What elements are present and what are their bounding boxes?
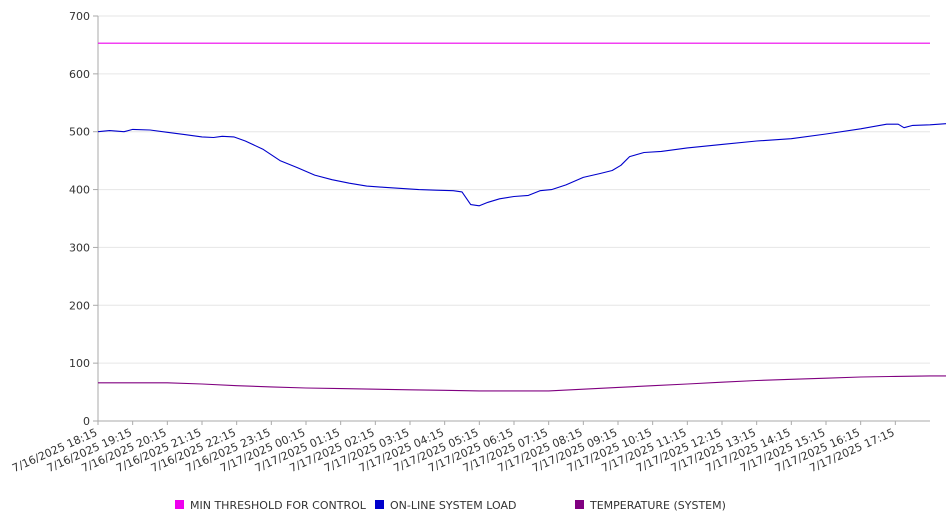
series-line [97, 123, 946, 207]
y-tick-label: 400 [69, 184, 90, 197]
y-tick-label: 500 [69, 126, 90, 139]
legend-swatch [575, 500, 584, 509]
series-line [98, 375, 946, 392]
y-tick-label: 700 [69, 10, 90, 23]
y-tick-label: 200 [69, 299, 90, 312]
legend-swatch [175, 500, 184, 509]
y-tick-label: 600 [69, 68, 90, 81]
plot-area [97, 42, 946, 392]
y-tick-label: 100 [69, 357, 90, 370]
grid-lines [98, 15, 930, 364]
x-axis-ticks: 7/16/2025 18:157/16/2025 19:157/16/2025 … [10, 421, 897, 475]
legend-swatch [375, 500, 384, 509]
y-axis-ticks: 0 100 200 300 400 500 600 700 [69, 10, 98, 428]
legend-label: ON-LINE SYSTEM LOAD [390, 499, 516, 512]
legend: MIN THRESHOLD FOR CONTROL ON-LINE SYSTEM … [175, 499, 726, 512]
legend-label: TEMPERATURE (SYSTEM) [589, 499, 726, 512]
y-tick-label: 0 [83, 415, 90, 428]
y-tick-label: 300 [69, 241, 90, 254]
legend-label: MIN THRESHOLD FOR CONTROL [190, 499, 367, 512]
chart-axes [97, 16, 930, 422]
